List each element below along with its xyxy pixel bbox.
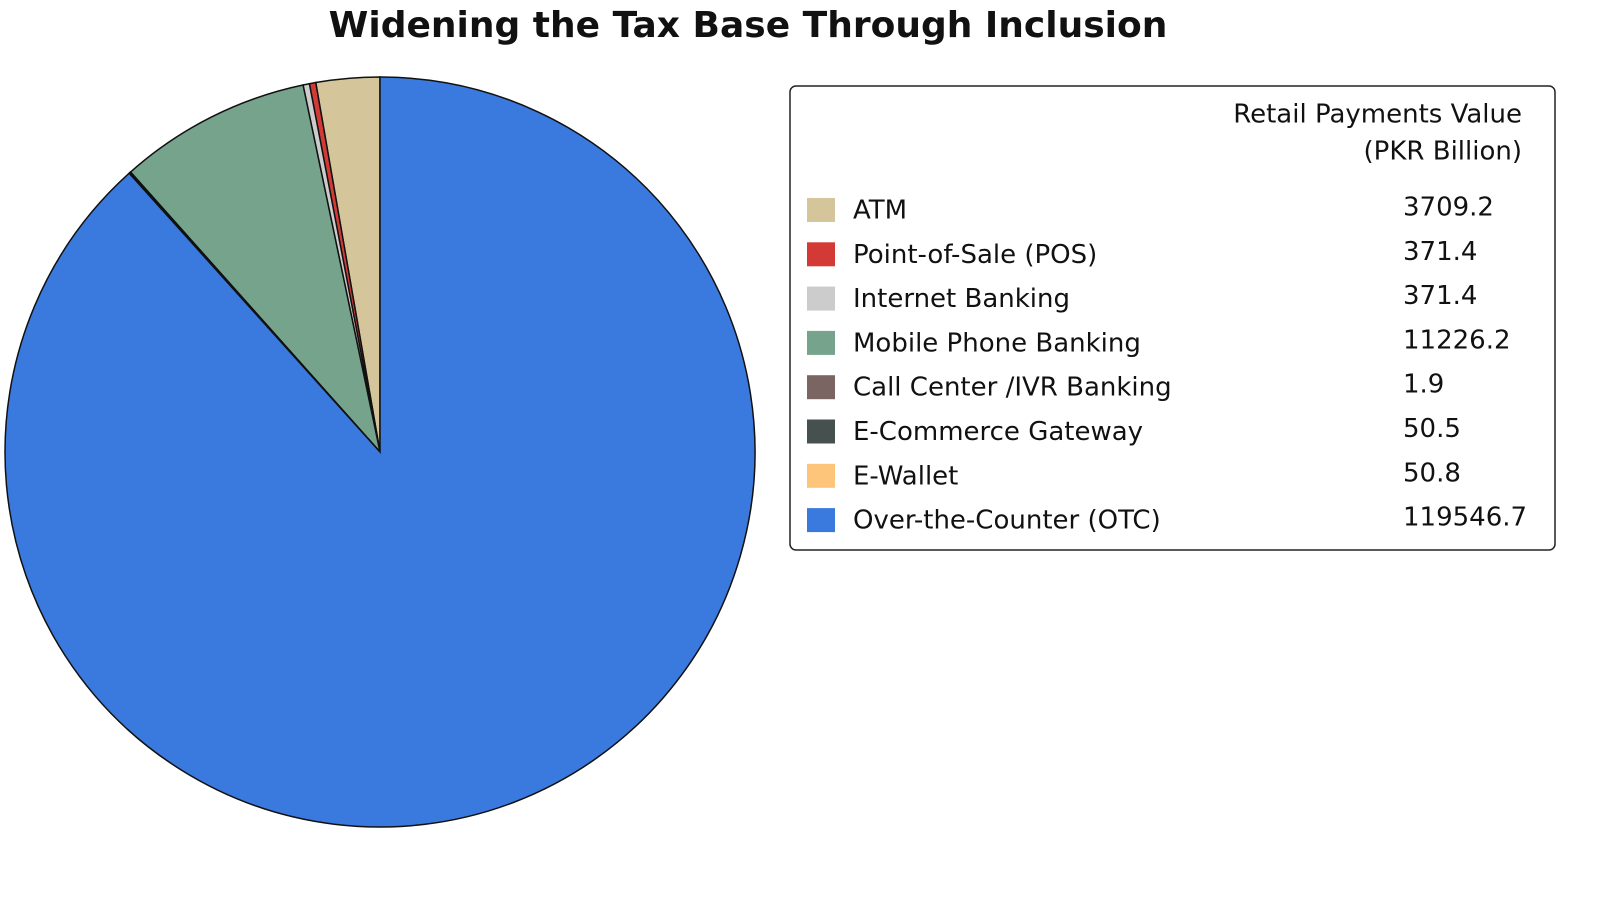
- legend-value: 50.5: [1403, 414, 1461, 444]
- chart-title: Widening the Tax Base Through Inclusion: [329, 5, 1168, 46]
- legend-label: ATM: [853, 196, 907, 226]
- legend-value: 119546.7: [1403, 503, 1527, 533]
- legend-title: (PKR Billion): [1364, 137, 1522, 167]
- legend-swatch: [807, 419, 835, 444]
- legend-label: Over-the-Counter (OTC): [853, 506, 1161, 536]
- legend-value: 371.4: [1403, 281, 1477, 311]
- legend-swatch: [807, 463, 835, 488]
- legend-title: Retail Payments Value: [1233, 100, 1522, 130]
- legend-swatch: [807, 508, 835, 533]
- legend-value: 50.8: [1403, 458, 1461, 488]
- legend-swatch: [807, 198, 835, 222]
- legend-value: 11226.2: [1403, 325, 1511, 355]
- legend-swatch: [807, 375, 835, 400]
- legend-swatch: [807, 330, 835, 355]
- legend-swatch: [807, 286, 835, 311]
- legend-swatch: [807, 242, 835, 267]
- legend-label: E-Wallet: [853, 461, 958, 491]
- legend-box: [789, 85, 1556, 551]
- pie-slice: [4, 76, 756, 828]
- legend-label: Mobile Phone Banking: [853, 328, 1141, 358]
- legend-value: 1.9: [1403, 370, 1444, 400]
- pie-slice: [129, 84, 382, 455]
- legend-label: E-Commerce Gateway: [853, 417, 1143, 447]
- legend-label: Call Center /IVR Banking: [853, 373, 1172, 403]
- legend-label: Point-of-Sale (POS): [853, 240, 1097, 270]
- legend-label: Internet Banking: [853, 284, 1070, 314]
- legend-value: 3709.2: [1403, 193, 1494, 223]
- legend-value: 371.4: [1403, 237, 1477, 267]
